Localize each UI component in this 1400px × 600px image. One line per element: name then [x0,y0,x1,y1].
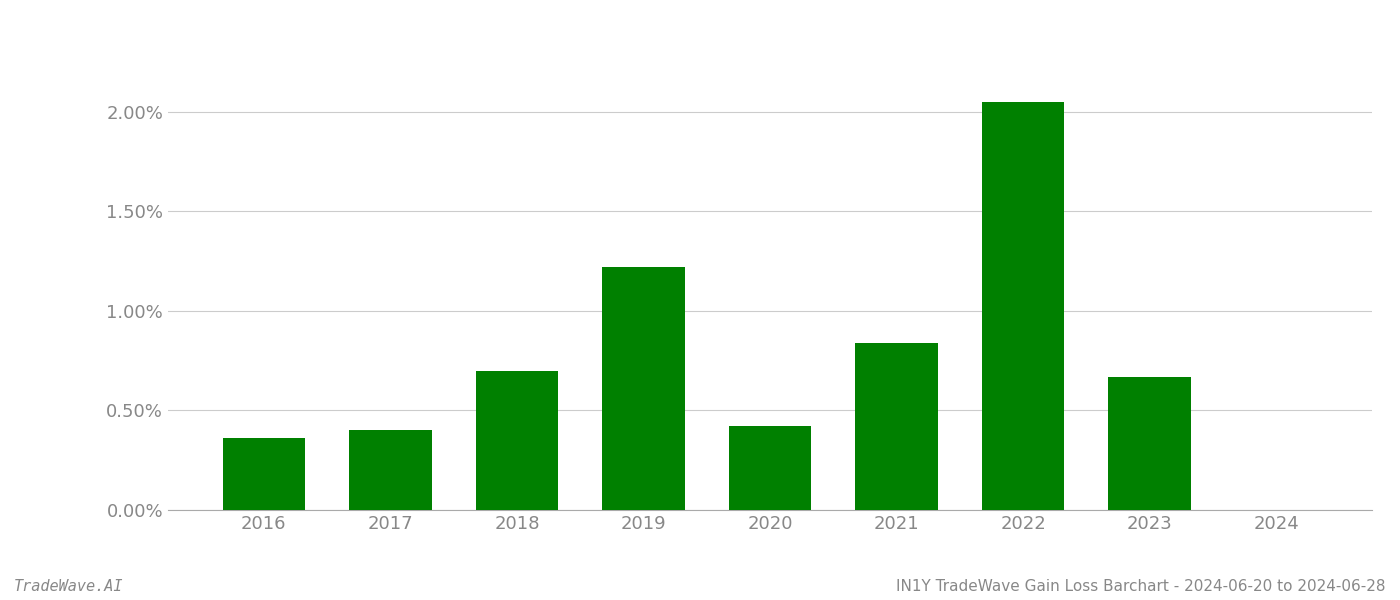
Text: TradeWave.AI: TradeWave.AI [14,579,123,594]
Bar [729,427,811,510]
Text: IN1Y TradeWave Gain Loss Barchart - 2024-06-20 to 2024-06-28: IN1Y TradeWave Gain Loss Barchart - 2024… [896,579,1386,594]
Bar [223,439,305,510]
Bar [602,267,685,510]
Bar [476,371,559,510]
Bar [349,430,431,510]
Bar [855,343,938,510]
Bar [981,102,1064,510]
Bar [1109,377,1191,510]
